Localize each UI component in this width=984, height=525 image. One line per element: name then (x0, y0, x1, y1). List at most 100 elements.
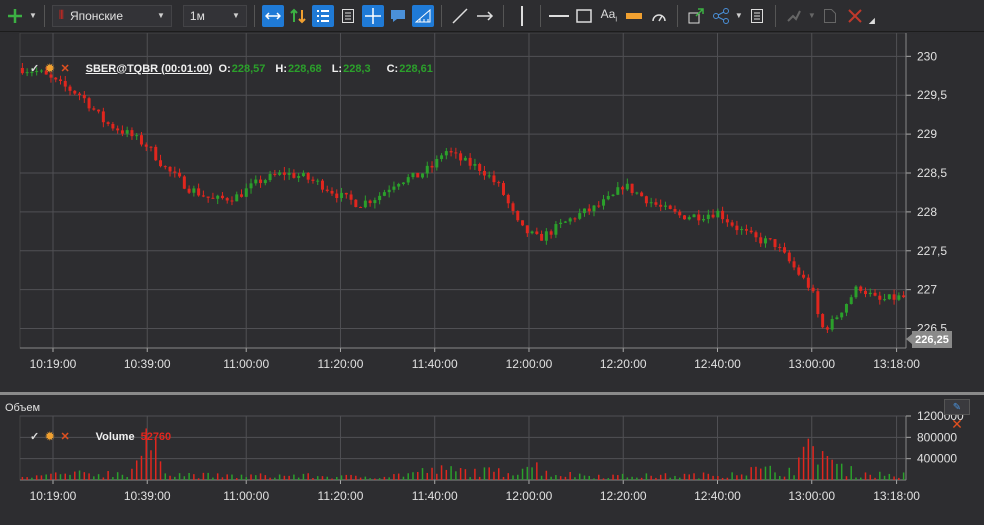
candle-body (621, 187, 625, 190)
symbol-label[interactable]: SBER@TQBR (00:01:00) (85, 62, 213, 75)
candle-body (473, 164, 477, 166)
list-icon[interactable] (311, 4, 334, 27)
volume-y-tick-label: 400000 (917, 452, 957, 466)
toolbar-separator (502, 4, 504, 27)
arrow-icon[interactable] (474, 5, 496, 27)
x-tick-label: 12:00:00 (506, 357, 553, 371)
candle-body (516, 210, 520, 221)
candle-body (273, 173, 277, 175)
toolbar: ▼ ⫴ Японские ▼ 1м ▼ AaI ▼ ▼ ◢ (0, 0, 984, 32)
comment-icon[interactable] (387, 5, 409, 27)
toolbar-separator (440, 4, 442, 27)
candle-body (635, 192, 639, 194)
candle-body (744, 229, 748, 231)
candle-body (340, 192, 344, 199)
highlight-icon[interactable] (623, 5, 645, 27)
candle-body (706, 214, 710, 220)
checkmark-icon[interactable]: ✓ (30, 431, 40, 443)
volume-x-tick-label: 12:40:00 (694, 489, 741, 503)
candle-body (582, 208, 586, 214)
gauge-icon[interactable] (648, 5, 670, 27)
candle-body (325, 189, 329, 191)
export-icon[interactable] (685, 5, 707, 27)
pin-pane-icon[interactable]: ✎ (944, 399, 970, 415)
settings-gear-icon[interactable]: ✹ (45, 63, 55, 75)
doc-icon[interactable] (337, 5, 359, 27)
add-icon[interactable] (4, 5, 26, 27)
candle-body (73, 90, 77, 94)
candle-body (716, 210, 720, 218)
settings-gear-icon[interactable]: ✹ (45, 431, 55, 443)
file-icon[interactable] (819, 5, 841, 27)
pin-dropdown-caret[interactable]: ▼ (807, 11, 816, 20)
candle-body (602, 199, 606, 206)
delete-icon[interactable] (844, 5, 866, 27)
candle-body (111, 123, 115, 129)
sort-icon[interactable] (287, 5, 309, 27)
candle-body (182, 176, 186, 189)
candle-body (792, 261, 796, 268)
close-icon[interactable]: ✕ (60, 431, 70, 443)
rect-icon[interactable] (573, 5, 595, 27)
candle-body (811, 287, 815, 292)
candle-body (406, 177, 410, 183)
candle-body (401, 182, 405, 184)
candle-body (787, 252, 791, 262)
open-value: 228,57 (231, 62, 266, 75)
candle-body (735, 225, 739, 231)
x-tick-label: 11:40:00 (412, 357, 458, 371)
volume-x-tick-label: 10:19:00 (30, 489, 77, 503)
candle-body (297, 176, 301, 178)
candle-body (668, 205, 672, 210)
crosshair-icon[interactable] (361, 4, 384, 27)
close-icon[interactable]: ✕ (60, 63, 70, 75)
x-tick-label: 13:00:00 (788, 357, 835, 371)
candle-body (330, 190, 334, 194)
candle-body (525, 225, 529, 234)
candle-body (130, 130, 134, 137)
candle-body (849, 297, 853, 305)
candle-body (149, 146, 153, 148)
pin-icon[interactable] (783, 5, 805, 27)
ruler-icon[interactable] (411, 4, 434, 27)
candle-body (611, 194, 615, 196)
add-dropdown-caret[interactable]: ▼ (29, 11, 37, 20)
candle-body (440, 155, 444, 159)
chart-type-value: Японские (69, 8, 124, 23)
candle-body (887, 294, 891, 300)
x-tick-label: 10:19:00 (30, 357, 77, 371)
pane-divider[interactable] (0, 392, 984, 395)
candle-body (197, 188, 201, 196)
chart-type-select[interactable]: ⫴ Японские ▼ (51, 4, 172, 27)
hline-icon[interactable] (548, 5, 570, 27)
sync-icon[interactable] (261, 4, 284, 27)
line-icon[interactable] (449, 5, 471, 27)
candle-body (878, 295, 882, 300)
close-pane-icon[interactable]: ✕ (951, 415, 963, 432)
candle-body (864, 290, 868, 295)
y-tick-label: 228,5 (917, 166, 947, 180)
timeframe-select[interactable]: 1м ▼ (182, 4, 247, 27)
resize-corner-icon: ◢ (868, 16, 875, 25)
share-dropdown-caret[interactable]: ▼ (734, 11, 743, 20)
notes-icon[interactable] (746, 5, 768, 27)
candle-body (292, 172, 296, 178)
x-tick-label: 12:20:00 (600, 357, 647, 371)
candle-body (749, 230, 753, 233)
volume-x-tick-label: 13:00:00 (788, 489, 835, 503)
candle-body (144, 144, 148, 147)
candle-body (92, 108, 96, 110)
text-icon[interactable]: AaI (600, 7, 618, 24)
candle-body (125, 130, 129, 134)
candle-body (663, 205, 667, 207)
checkmark-icon[interactable]: ✓ (30, 63, 40, 75)
candle-body (44, 70, 48, 75)
share-icon[interactable] (710, 5, 732, 27)
candle-body (430, 165, 434, 168)
price-chart[interactable]: 230229,5229228,5228227,5227226,510:19:00… (0, 33, 984, 391)
vline-icon[interactable] (511, 5, 533, 27)
candle-body (39, 70, 43, 72)
candle-body (263, 180, 267, 184)
toolbar-separator (539, 4, 541, 27)
